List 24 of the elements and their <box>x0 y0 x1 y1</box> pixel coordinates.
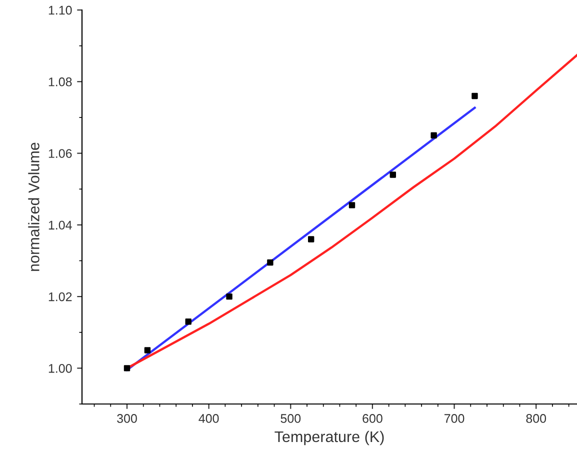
y-tick-label: 1.02 <box>48 292 72 302</box>
x-tick-label: 800 <box>526 414 546 423</box>
point <box>308 236 314 242</box>
point <box>472 92 478 100</box>
y-tick-label: 1.06 <box>48 149 72 158</box>
y-tick-label: 1.00 <box>48 364 72 373</box>
point <box>390 172 396 178</box>
y-tick-label: 1.08 <box>48 77 72 86</box>
x-tick-label: 500 <box>280 414 301 423</box>
point <box>185 318 192 325</box>
point <box>348 202 356 208</box>
point <box>226 293 232 300</box>
point <box>267 259 274 266</box>
y-tick-label: 1.04 <box>48 220 72 230</box>
x-tick-label: 700 <box>444 414 464 423</box>
y-axis-title: normalized Volume <box>28 142 40 271</box>
point <box>430 132 437 138</box>
x-tick-label: 300 <box>117 414 137 423</box>
point <box>124 365 130 372</box>
x-tick-label: 600 <box>362 414 382 423</box>
x-tick-label: 400 <box>198 414 219 423</box>
point <box>144 347 151 354</box>
x-axis-title: Temperature (K) <box>274 430 384 446</box>
y-tick-label: 1.10 <box>48 6 72 15</box>
